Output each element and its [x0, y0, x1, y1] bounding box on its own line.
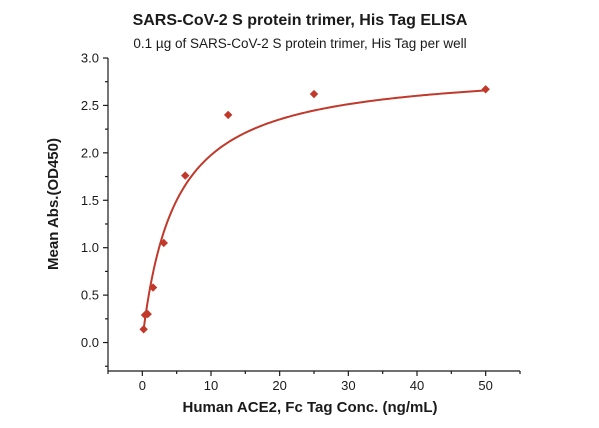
- y-tick-label: 0.0: [81, 335, 99, 350]
- data-point: [181, 171, 190, 180]
- y-tick-label: 3.0: [81, 51, 99, 66]
- chart-title: SARS-CoV-2 S protein trimer, His Tag ELI…: [133, 12, 468, 29]
- x-tick-label: 10: [204, 378, 218, 393]
- x-tick-label: 20: [272, 378, 286, 393]
- data-point: [139, 325, 148, 334]
- data-point: [159, 238, 168, 248]
- chart-subtitle: 0.1 µg of SARS-CoV-2 S protein trimer, H…: [133, 36, 466, 51]
- fit-layer: [142, 89, 486, 330]
- data-point: [223, 110, 233, 120]
- y-tick-label: 0.5: [81, 288, 99, 303]
- x-tick-label: 50: [478, 378, 492, 393]
- data-point: [481, 85, 490, 94]
- data-point: [148, 283, 158, 292]
- fit-curve: [142, 89, 486, 330]
- y-tick-label: 2.5: [81, 98, 99, 113]
- points-layer: [139, 85, 490, 334]
- y-tick-label: 1.0: [81, 240, 99, 255]
- y-axis-label: Mean Abs.(OD450): [45, 138, 62, 270]
- y-tick-label: 2.0: [81, 145, 99, 160]
- data-point: [309, 89, 319, 99]
- x-tick-label: 0: [139, 378, 146, 393]
- y-tick-label: 1.5: [81, 193, 99, 208]
- x-axis-label: Human ACE2, Fc Tag Conc. (ng/mL): [182, 399, 437, 416]
- data-point: [143, 309, 152, 319]
- x-tick-label: 30: [341, 378, 355, 393]
- axes: 0.0 0.5 1.0 1.5 2.0 2.5 3.0 0 10 20 30 40 50: [81, 51, 521, 393]
- x-tick-label: 40: [410, 378, 424, 393]
